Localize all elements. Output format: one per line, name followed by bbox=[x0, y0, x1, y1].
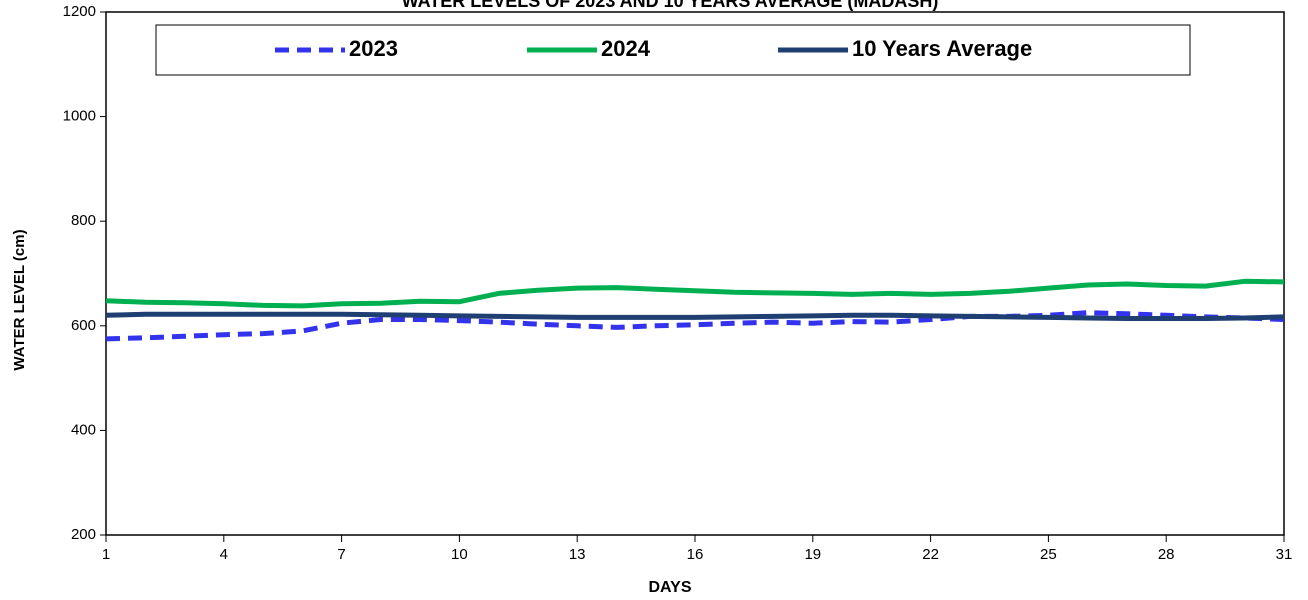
chart-title: WATER LEVELS OF 2023 AND 10 YEARS AVERAG… bbox=[402, 0, 939, 11]
x-tick-label: 16 bbox=[687, 546, 704, 563]
y-tick-label: 800 bbox=[71, 212, 96, 229]
x-tick-label: 10 bbox=[451, 546, 468, 563]
y-tick-label: 1000 bbox=[63, 108, 96, 125]
x-tick-label: 28 bbox=[1158, 546, 1175, 563]
data-line bbox=[105, 311, 1285, 321]
legend-box bbox=[155, 24, 1191, 76]
y-tick-label: 400 bbox=[71, 421, 96, 438]
legend-label: 2023 bbox=[349, 36, 398, 61]
x-tick-label: 7 bbox=[337, 546, 345, 563]
x-tick-label: 25 bbox=[1040, 546, 1057, 563]
legend-label: 2024 bbox=[601, 36, 651, 61]
x-tick-label: 22 bbox=[922, 546, 939, 563]
data-line bbox=[105, 278, 1285, 309]
x-axis-label: DAYS bbox=[649, 579, 692, 596]
plot-frame bbox=[105, 11, 1285, 536]
x-tick-label: 19 bbox=[804, 546, 821, 563]
y-tick-label: 1200 bbox=[63, 3, 96, 20]
x-tick-label: 1 bbox=[102, 546, 110, 563]
y-axis-label: WATER LEVEL (cm) bbox=[11, 229, 28, 370]
y-tick-label: 200 bbox=[71, 526, 96, 543]
x-tick-label: 31 bbox=[1276, 546, 1293, 563]
legend-label: 10 Years Average bbox=[852, 36, 1032, 61]
y-tick-label: 600 bbox=[71, 317, 96, 334]
x-tick-label: 4 bbox=[220, 546, 228, 563]
x-tick-label: 13 bbox=[569, 546, 586, 563]
